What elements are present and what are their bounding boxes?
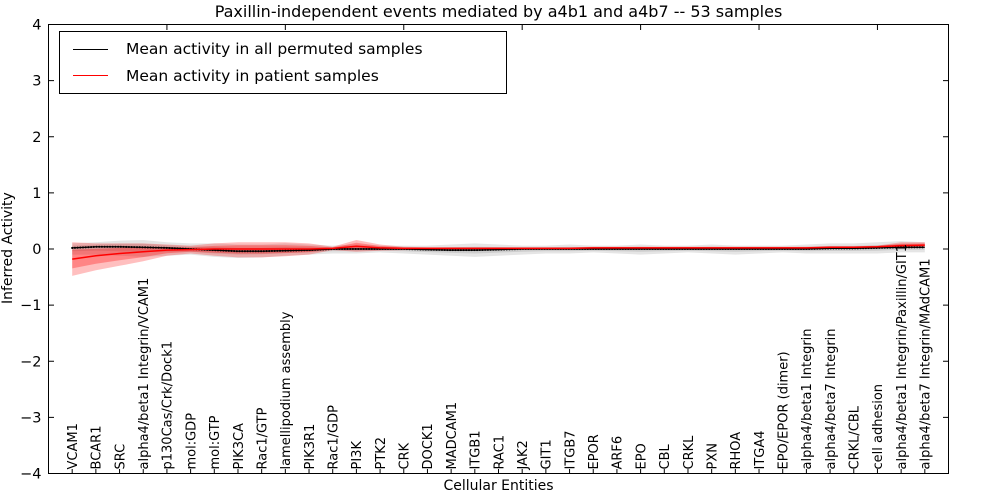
x-tick-label: alpha4/beta1 Integrin/Paxillin/GIT1 xyxy=(895,244,910,470)
x-tick-label: BCAR1 xyxy=(90,426,105,470)
x-tick-label: p130Cas/Crk/Dock1 xyxy=(161,341,176,470)
x-tick-label: alpha4/beta7 Integrin/MAdCAM1 xyxy=(919,259,934,470)
x-tick-label: MADCAM1 xyxy=(445,402,460,470)
x-tick-label: PIK3CA xyxy=(232,423,247,470)
x-tick-label: DOCK1 xyxy=(421,423,436,469)
y-tick-label: −3 xyxy=(20,410,41,426)
permuted-sample-dots xyxy=(71,245,926,253)
legend-label-patient: Mean activity in patient samples xyxy=(126,66,379,85)
x-tick-label: RAC1 xyxy=(492,435,507,470)
x-tick-label: GIT1 xyxy=(540,439,555,469)
x-tick-label: EPO/EPOR (dimer) xyxy=(777,351,792,469)
legend-label-permuted: Mean activity in all permuted samples xyxy=(126,40,423,59)
x-tick-label: alpha4/beta1 Integrin xyxy=(800,328,815,469)
x-tick-label: RHOA xyxy=(729,432,744,470)
x-tick-label: CBL xyxy=(658,444,673,470)
x-axis-label: Cellular Entities xyxy=(443,478,554,494)
x-tick-label: PXN xyxy=(705,443,720,469)
chart-title: Paxillin-independent events mediated by … xyxy=(214,2,783,21)
x-tick-label: ITGB1 xyxy=(469,430,484,469)
x-tick-label: alpha4/beta1 Integrin/VCAM1 xyxy=(137,278,152,470)
x-tick-label: cell adhesion xyxy=(871,384,886,470)
x-tick-label: Rac1/GDP xyxy=(327,405,342,470)
legend-item-permuted: Mean activity in all permuted samples xyxy=(60,40,506,58)
x-tick-label: lamellipodium assembly xyxy=(279,311,294,469)
x-tick-label: PTK2 xyxy=(374,437,389,470)
y-tick-label: −1 xyxy=(20,298,41,314)
y-tick-label: 1 xyxy=(32,186,41,202)
y-tick-label: 3 xyxy=(32,74,41,90)
x-tick-label: Rac1/GTP xyxy=(255,407,270,469)
legend-line-sample-patient xyxy=(73,75,108,77)
legend: Mean activity in all permuted samples Me… xyxy=(59,31,507,94)
y-tick-label: −2 xyxy=(20,354,41,370)
y-tick-label: 4 xyxy=(32,18,41,34)
y-tick-label: 0 xyxy=(32,242,41,258)
patient-mean-line xyxy=(72,244,925,260)
x-tick-label: PIK3R1 xyxy=(303,424,318,470)
x-tick-label: PI3K xyxy=(350,441,365,470)
x-tick-label: ITGB7 xyxy=(563,430,578,469)
x-tick-label: EPOR xyxy=(587,434,602,469)
legend-item-patient: Mean activity in patient samples xyxy=(60,67,506,85)
x-tick-label: JAK2 xyxy=(516,440,531,470)
x-tick-label: mol:GTP xyxy=(208,415,223,469)
y-axis-label: Inferred Activity xyxy=(0,192,16,305)
x-tick-label: CRKL xyxy=(682,435,697,470)
x-tick-label: ITGA4 xyxy=(753,430,768,469)
x-tick-label: VCAM1 xyxy=(66,423,81,469)
y-tick-label: −4 xyxy=(20,467,41,483)
x-tick-label: SRC xyxy=(113,444,128,470)
x-tick-label: CRK xyxy=(398,442,413,469)
x-tick-label: alpha4/beta7 Integrin xyxy=(824,328,839,469)
legend-line-sample-permuted xyxy=(73,48,108,50)
x-tick-label: ARF6 xyxy=(611,436,626,470)
x-tick-label: CRKL/CBL xyxy=(848,405,863,469)
y-tick-label: 2 xyxy=(32,130,41,146)
x-tick-label: mol:GDP xyxy=(184,413,199,470)
x-tick-label: EPO xyxy=(634,443,649,469)
